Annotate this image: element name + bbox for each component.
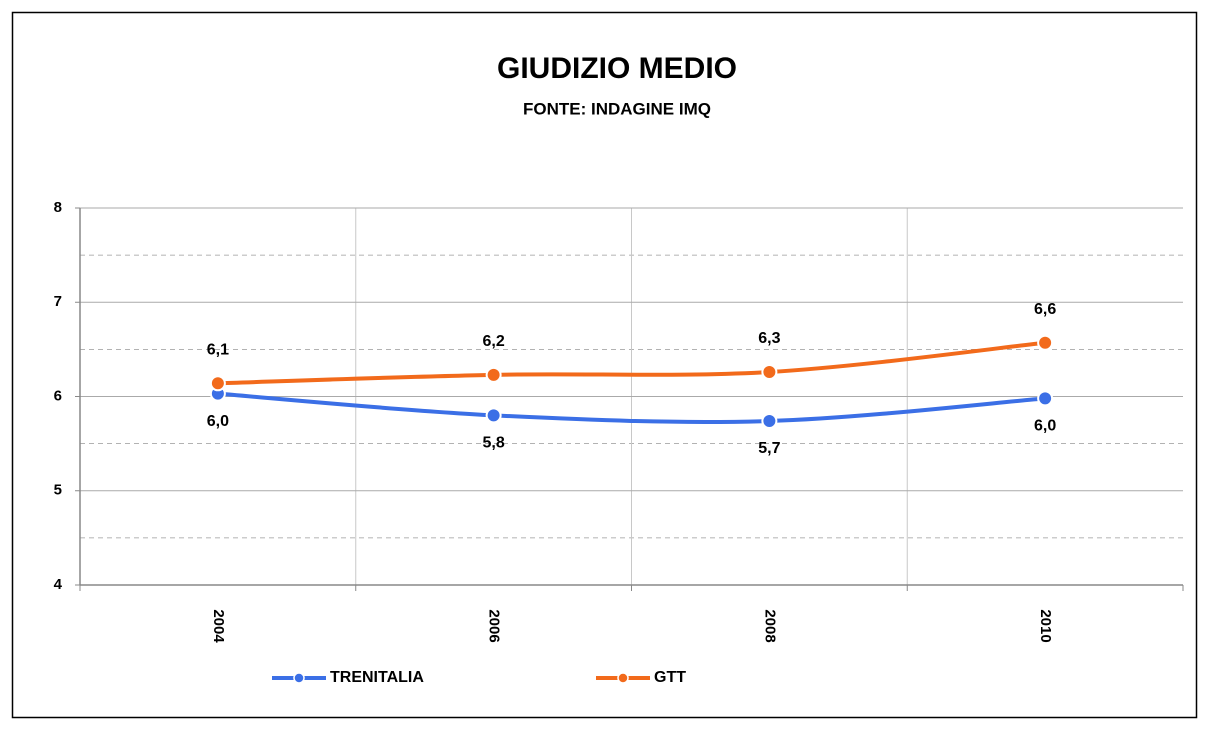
- data-point: [761, 413, 778, 430]
- chart-border: [11, 11, 1198, 719]
- x-tick-label: 2010: [1037, 609, 1054, 642]
- data-point: [1037, 334, 1054, 351]
- data-label: 5,8: [483, 435, 505, 452]
- data-point: [485, 407, 502, 424]
- data-label: 6,6: [1034, 301, 1056, 318]
- data-point: [1037, 390, 1054, 407]
- legend-label: TRENITALIA: [330, 669, 424, 686]
- data-label: 6,0: [207, 413, 229, 430]
- data-label: 6,3: [758, 330, 780, 347]
- legend-marker: [617, 672, 629, 684]
- data-point: [485, 366, 502, 383]
- data-label: 6,1: [207, 342, 229, 359]
- legend-label: GTT: [654, 669, 686, 686]
- x-tick-label: 2004: [210, 609, 227, 643]
- y-tick-label: 8: [54, 199, 62, 216]
- data-point: [761, 363, 778, 380]
- x-tick-label: 2008: [761, 609, 778, 642]
- y-tick-label: 4: [54, 576, 63, 593]
- series-line: [217, 340, 1046, 386]
- data-point: [209, 375, 226, 392]
- series-line: [217, 391, 1046, 424]
- y-tick-label: 5: [54, 482, 62, 499]
- data-label: 5,7: [758, 440, 780, 457]
- data-label: 6,2: [483, 333, 505, 350]
- data-label: 6,0: [1034, 418, 1056, 435]
- chart-subtitle: FONTE: INDAGINE IMQ: [523, 99, 711, 118]
- y-tick-label: 6: [54, 387, 62, 404]
- legend-marker: [293, 672, 305, 684]
- chart-title: GIUDIZIO MEDIO: [497, 52, 737, 85]
- y-tick-label: 7: [54, 293, 62, 310]
- x-tick-label: 2006: [486, 609, 503, 642]
